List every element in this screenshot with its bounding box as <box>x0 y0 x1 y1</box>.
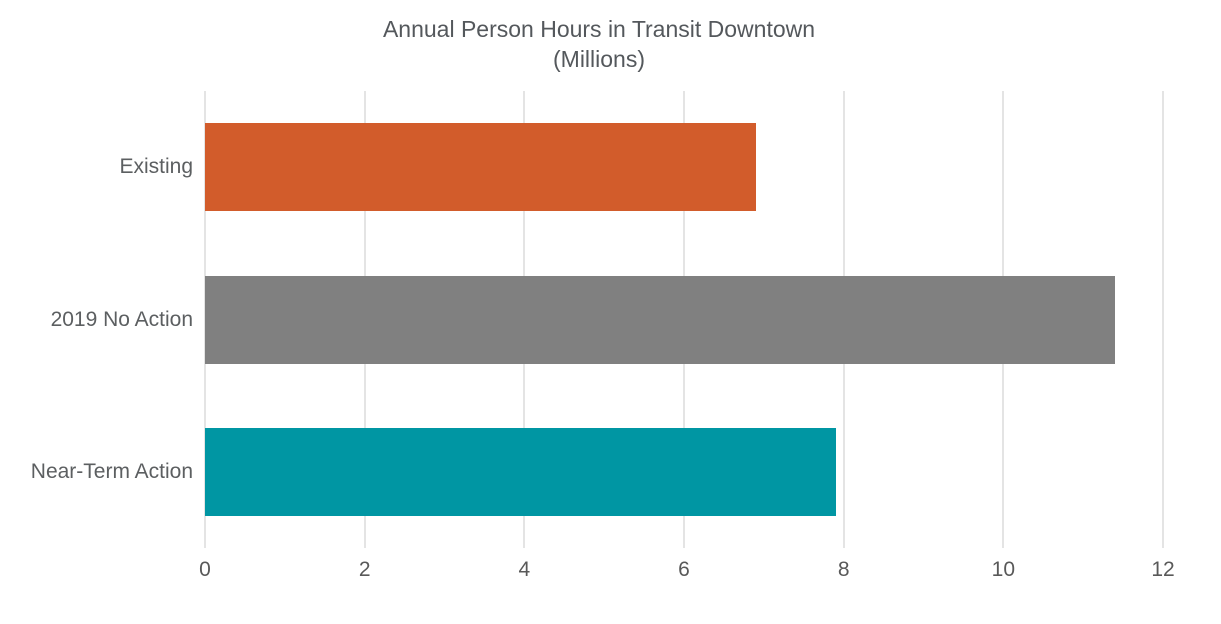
tick-label-10: 10 <box>991 558 1016 581</box>
tick-label-8: 8 <box>837 558 850 581</box>
tick-label-0: 0 <box>199 558 211 581</box>
chart-title-line2: (Millions) <box>553 46 645 72</box>
tick-label-6: 6 <box>678 558 690 581</box>
category-label-existing: Existing <box>119 155 193 179</box>
bar-existing <box>205 123 756 212</box>
category-label-2019-no-action: 2019 No Action <box>50 307 193 331</box>
bar-near-term-action <box>205 427 836 516</box>
bar-2019-no-action <box>205 275 1116 364</box>
tick-label-12: 12 <box>1151 558 1175 581</box>
category-label-near-term-action: Near-Term Action <box>30 459 193 483</box>
chart-title-line1: Annual Person Hours in Transit Downtown <box>382 16 816 42</box>
tick-label-4: 4 <box>518 558 531 581</box>
tick-label-2: 2 <box>358 558 371 581</box>
plot-area <box>204 91 1164 548</box>
gridline-12 <box>1162 91 1164 548</box>
chart-title: Annual Person Hours in Transit Downtown … <box>0 14 1198 74</box>
